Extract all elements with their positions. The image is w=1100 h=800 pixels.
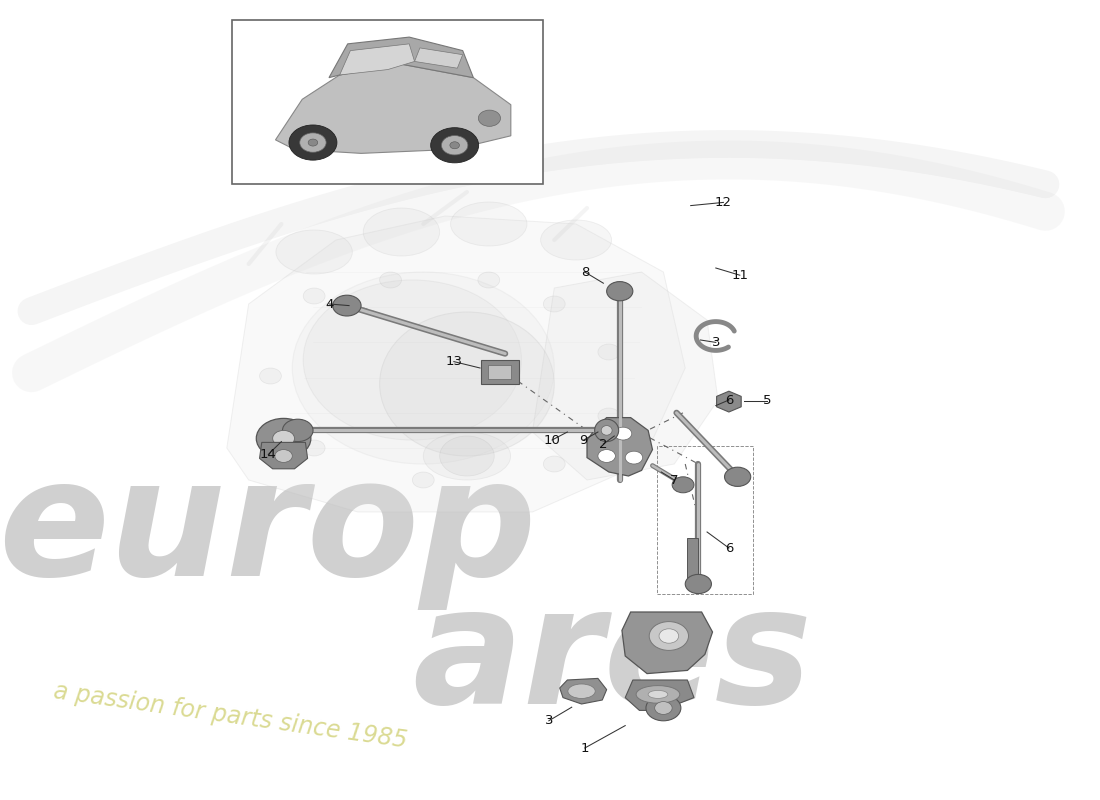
Text: 3: 3 xyxy=(544,714,553,727)
Text: 6: 6 xyxy=(725,542,733,554)
Text: 1: 1 xyxy=(581,742,590,754)
Circle shape xyxy=(273,430,295,446)
Polygon shape xyxy=(587,418,652,476)
Circle shape xyxy=(614,427,631,440)
Circle shape xyxy=(477,272,499,288)
Ellipse shape xyxy=(636,686,680,703)
Circle shape xyxy=(304,288,326,304)
Text: 6: 6 xyxy=(725,394,733,406)
Circle shape xyxy=(431,128,478,163)
Text: ares: ares xyxy=(412,579,813,738)
Circle shape xyxy=(275,450,293,462)
Polygon shape xyxy=(275,64,510,154)
Circle shape xyxy=(332,295,361,316)
Bar xyxy=(481,360,519,384)
Ellipse shape xyxy=(304,280,521,440)
Circle shape xyxy=(598,450,615,462)
Circle shape xyxy=(283,419,313,442)
Ellipse shape xyxy=(363,208,440,256)
Text: europ: europ xyxy=(0,451,536,610)
Circle shape xyxy=(379,272,401,288)
Circle shape xyxy=(625,451,642,464)
Circle shape xyxy=(725,467,750,486)
Text: 14: 14 xyxy=(260,448,277,461)
Polygon shape xyxy=(329,37,473,78)
Circle shape xyxy=(685,574,712,594)
Circle shape xyxy=(256,418,311,458)
Text: 4: 4 xyxy=(326,298,333,310)
Text: 3: 3 xyxy=(712,336,720,349)
Text: 8: 8 xyxy=(581,266,589,278)
Circle shape xyxy=(654,702,672,714)
Polygon shape xyxy=(532,272,718,480)
Ellipse shape xyxy=(424,432,510,480)
Text: 7: 7 xyxy=(670,474,679,486)
Circle shape xyxy=(441,135,468,155)
Ellipse shape xyxy=(602,426,612,435)
Text: a passion for parts since 1985: a passion for parts since 1985 xyxy=(52,679,409,753)
Bar xyxy=(232,20,543,184)
Circle shape xyxy=(607,282,632,301)
Text: 13: 13 xyxy=(446,355,462,368)
Ellipse shape xyxy=(451,202,527,246)
Text: 2: 2 xyxy=(600,438,607,450)
Circle shape xyxy=(598,408,619,424)
Polygon shape xyxy=(340,44,415,75)
Circle shape xyxy=(598,344,619,360)
Polygon shape xyxy=(621,612,713,674)
Circle shape xyxy=(308,139,318,146)
Circle shape xyxy=(543,296,565,312)
Circle shape xyxy=(646,695,681,721)
Text: 12: 12 xyxy=(715,196,732,209)
Circle shape xyxy=(478,110,500,126)
Circle shape xyxy=(649,622,689,650)
Circle shape xyxy=(260,368,282,384)
Ellipse shape xyxy=(293,272,554,464)
Circle shape xyxy=(440,436,494,476)
Polygon shape xyxy=(625,680,694,710)
Circle shape xyxy=(543,456,565,472)
Polygon shape xyxy=(227,216,685,512)
Circle shape xyxy=(450,142,460,149)
Circle shape xyxy=(304,440,326,456)
Bar xyxy=(688,538,698,582)
Ellipse shape xyxy=(568,684,595,698)
Text: 11: 11 xyxy=(732,269,748,282)
Polygon shape xyxy=(260,442,308,469)
Polygon shape xyxy=(716,391,741,412)
Ellipse shape xyxy=(595,419,618,442)
Circle shape xyxy=(659,629,679,643)
Bar xyxy=(488,365,512,379)
Polygon shape xyxy=(415,48,463,68)
Text: 10: 10 xyxy=(543,434,561,446)
Ellipse shape xyxy=(276,230,352,274)
Text: 5: 5 xyxy=(763,394,771,407)
Polygon shape xyxy=(560,678,607,704)
Ellipse shape xyxy=(540,220,612,260)
Circle shape xyxy=(412,472,434,488)
Text: 9: 9 xyxy=(580,434,587,446)
Circle shape xyxy=(672,477,694,493)
Circle shape xyxy=(289,125,337,160)
Circle shape xyxy=(299,133,326,152)
Ellipse shape xyxy=(379,312,554,456)
Ellipse shape xyxy=(648,690,668,698)
